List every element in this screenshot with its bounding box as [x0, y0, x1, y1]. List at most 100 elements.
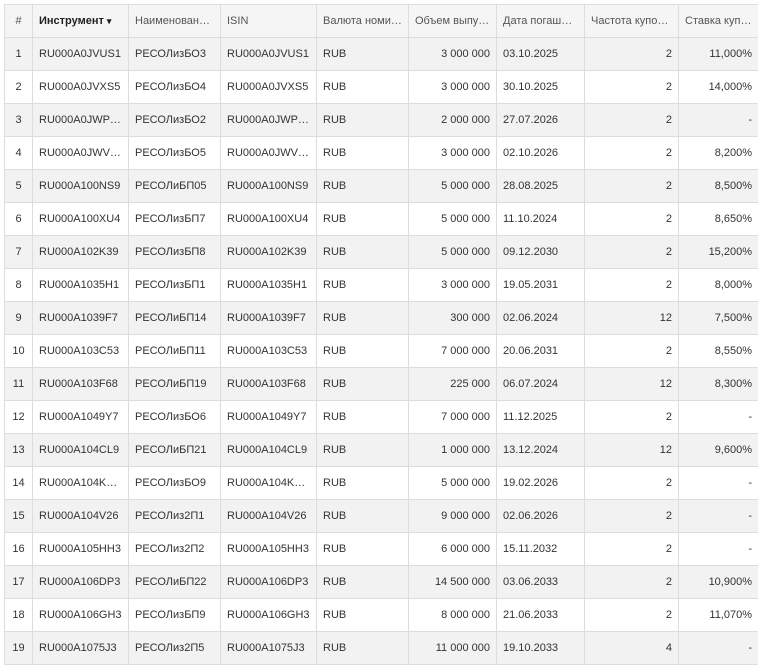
cell-vol: 3 000 000 [409, 137, 497, 170]
cell-freq: 2 [585, 137, 679, 170]
cell-isin: RU000A104V26 [221, 500, 317, 533]
column-header-7[interactable]: Частота купонов [585, 5, 679, 38]
cell-rate: 8,650% [679, 203, 758, 236]
bond-table: # Инструмент Наименование цбISINВалюта ном… [4, 4, 758, 665]
table-row[interactable]: 5RU000A100NS9РЕСОЛиБП05RU000A100NS9RUB5 … [5, 170, 758, 203]
cell-date: 21.06.2033 [497, 599, 585, 632]
cell-isin: RU000A104CL9 [221, 434, 317, 467]
column-header-1[interactable]: Инструмент [33, 5, 129, 38]
cell-isin: RU000A106GH3 [221, 599, 317, 632]
cell-isin: RU000A105HH3 [221, 533, 317, 566]
cell-date: 09.12.2030 [497, 236, 585, 269]
table-row[interactable]: 16RU000A105HH3РЕСОЛиз2П2RU000A105HH3RUB6… [5, 533, 758, 566]
cell-vol: 7 000 000 [409, 401, 497, 434]
cell-curr: RUB [317, 500, 409, 533]
table-row[interactable]: 1RU000A0JVUS1РЕСОЛизБО3RU000A0JVUS1RUB3 … [5, 38, 758, 71]
cell-vol: 5 000 000 [409, 467, 497, 500]
table-row[interactable]: 2RU000A0JVXS5РЕСОЛизБО4RU000A0JVXS5RUB3 … [5, 71, 758, 104]
table-row[interactable]: 17RU000A106DP3РЕСОЛиБП22RU000A106DP3RUB1… [5, 566, 758, 599]
cell-date: 02.10.2026 [497, 137, 585, 170]
cell-name: РЕСОЛизБП1 [129, 269, 221, 302]
cell-rate: 8,000% [679, 269, 758, 302]
table-row[interactable]: 18RU000A106GH3РЕСОЛизБП9RU000A106GH3RUB8… [5, 599, 758, 632]
cell-curr: RUB [317, 533, 409, 566]
table-row[interactable]: 10RU000A103C53РЕСОЛиБП11RU000A103C53RUB7… [5, 335, 758, 368]
table-row[interactable]: 13RU000A104CL9РЕСОЛиБП21RU000A104CL9RUB1… [5, 434, 758, 467]
table-row[interactable]: 8RU000A1035H1РЕСОЛизБП1RU000A1035H1RUB3 … [5, 269, 758, 302]
cell-freq: 2 [585, 269, 679, 302]
cell-idx: 15 [5, 500, 33, 533]
column-header-4[interactable]: Валюта номинала [317, 5, 409, 38]
column-header-6[interactable]: Дата погашения [497, 5, 585, 38]
cell-name: РЕСОЛизБП9 [129, 599, 221, 632]
table-row[interactable]: 9RU000A1039F7РЕСОЛиБП14RU000A1039F7RUB30… [5, 302, 758, 335]
cell-name: РЕСОЛизБО2 [129, 104, 221, 137]
table-row[interactable]: 6RU000A100XU4РЕСОЛизБП7RU000A100XU4RUB5 … [5, 203, 758, 236]
cell-isin: RU000A0JWVT5 [221, 137, 317, 170]
cell-instr: RU000A100XU4 [33, 203, 129, 236]
cell-name: РЕСОЛизБП8 [129, 236, 221, 269]
cell-idx: 17 [5, 566, 33, 599]
cell-freq: 2 [585, 533, 679, 566]
column-header-2[interactable]: Наименование цб [129, 5, 221, 38]
cell-freq: 2 [585, 335, 679, 368]
cell-rate: - [679, 500, 758, 533]
cell-isin: RU000A0JWPF6 [221, 104, 317, 137]
cell-date: 02.06.2024 [497, 302, 585, 335]
cell-vol: 5 000 000 [409, 236, 497, 269]
cell-name: РЕСОЛизБО5 [129, 137, 221, 170]
table-row[interactable]: 3RU000A0JWPF6РЕСОЛизБО2RU000A0JWPF6RUB2 … [5, 104, 758, 137]
cell-idx: 3 [5, 104, 33, 137]
column-header-8[interactable]: Ставка купона [679, 5, 758, 38]
cell-isin: RU000A106DP3 [221, 566, 317, 599]
cell-name: РЕСОЛиз2П5 [129, 632, 221, 665]
cell-vol: 14 500 000 [409, 566, 497, 599]
column-header-label: Инструмент [39, 15, 104, 27]
cell-isin: RU000A100XU4 [221, 203, 317, 236]
table-row[interactable]: 14RU000A104KW9РЕСОЛизБО9RU000A104KW9RUB5… [5, 467, 758, 500]
cell-name: РЕСОЛиБП05 [129, 170, 221, 203]
cell-curr: RUB [317, 599, 409, 632]
table-row[interactable]: 19RU000A1075J3РЕСОЛиз2П5RU000A1075J3RUB1… [5, 632, 758, 665]
cell-curr: RUB [317, 368, 409, 401]
table-header: # Инструмент Наименование цбISINВалюта ном… [5, 5, 758, 38]
cell-curr: RUB [317, 269, 409, 302]
table-row[interactable]: 15RU000A104V26РЕСОЛиз2П1RU000A104V26RUB9… [5, 500, 758, 533]
sort-desc-icon [104, 15, 112, 27]
table-row[interactable]: 12RU000A1049Y7РЕСОЛизБО6RU000A1049Y7RUB7… [5, 401, 758, 434]
cell-curr: RUB [317, 335, 409, 368]
cell-isin: RU000A1075J3 [221, 632, 317, 665]
table-row[interactable]: 7RU000A102K39РЕСОЛизБП8RU000A102K39RUB5 … [5, 236, 758, 269]
cell-idx: 8 [5, 269, 33, 302]
column-header-3[interactable]: ISIN [221, 5, 317, 38]
table-row[interactable]: 11RU000A103F68РЕСОЛиБП19RU000A103F68RUB2… [5, 368, 758, 401]
cell-curr: RUB [317, 203, 409, 236]
cell-instr: RU000A0JWPF6 [33, 104, 129, 137]
cell-name: РЕСОЛизБО6 [129, 401, 221, 434]
cell-isin: RU000A104KW9 [221, 467, 317, 500]
cell-idx: 2 [5, 71, 33, 104]
column-header-0[interactable]: # [5, 5, 33, 38]
cell-rate: 14,000% [679, 71, 758, 104]
cell-isin: RU000A100NS9 [221, 170, 317, 203]
cell-freq: 2 [585, 71, 679, 104]
cell-isin: RU000A1039F7 [221, 302, 317, 335]
cell-date: 30.10.2025 [497, 71, 585, 104]
cell-date: 03.06.2033 [497, 566, 585, 599]
cell-rate: 8,300% [679, 368, 758, 401]
cell-freq: 2 [585, 236, 679, 269]
cell-instr: RU000A105HH3 [33, 533, 129, 566]
cell-date: 19.10.2033 [497, 632, 585, 665]
cell-instr: RU000A0JVUS1 [33, 38, 129, 71]
column-header-5[interactable]: Объем выпуска [409, 5, 497, 38]
cell-freq: 4 [585, 632, 679, 665]
cell-isin: RU000A0JVUS1 [221, 38, 317, 71]
cell-instr: RU000A1035H1 [33, 269, 129, 302]
cell-curr: RUB [317, 236, 409, 269]
table-row[interactable]: 4RU000A0JWVT5РЕСОЛизБО5RU000A0JWVT5RUB3 … [5, 137, 758, 170]
cell-freq: 2 [585, 38, 679, 71]
cell-vol: 3 000 000 [409, 38, 497, 71]
cell-rate: 15,200% [679, 236, 758, 269]
cell-idx: 10 [5, 335, 33, 368]
cell-curr: RUB [317, 104, 409, 137]
